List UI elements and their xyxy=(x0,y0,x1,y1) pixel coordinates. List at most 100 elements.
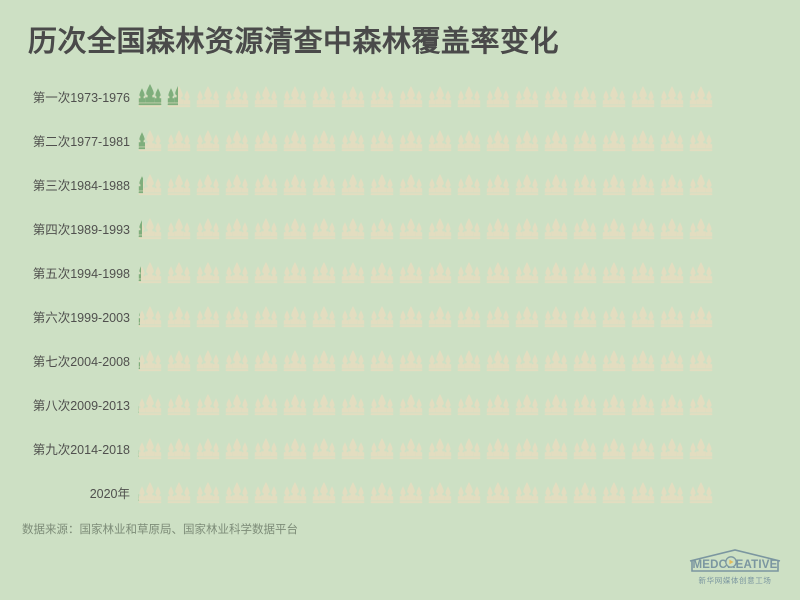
tree-icon xyxy=(660,261,684,287)
tree-icon xyxy=(196,85,220,111)
tree-icon xyxy=(138,437,162,463)
tree-icon xyxy=(167,173,191,199)
tree-icon xyxy=(573,173,597,199)
tree-icon xyxy=(254,261,278,287)
tree-icon xyxy=(631,173,655,199)
filled-overlay xyxy=(138,171,143,197)
tree-icon xyxy=(515,481,539,507)
tree-icon xyxy=(312,173,336,199)
pictogram-row: 2020年 xyxy=(0,472,800,516)
logo-wordmark-icon: MEDCREATIVE xyxy=(689,549,781,572)
tree-icon xyxy=(486,481,510,507)
tree-icon xyxy=(428,85,452,111)
icon-track xyxy=(138,127,718,157)
tree-icon xyxy=(399,437,423,463)
tree-icon xyxy=(399,85,423,111)
pictogram-chart: 第一次1973-1976 第二次1977-1981 第三次1984-1988 第四次1… xyxy=(0,76,800,516)
tree-icon xyxy=(283,173,307,199)
tree-icon xyxy=(283,129,307,155)
tree-icon xyxy=(312,261,336,287)
tree-icon xyxy=(341,393,365,419)
tree-icon xyxy=(196,129,220,155)
tree-icon xyxy=(515,393,539,419)
row-label: 第六次1999-2003 xyxy=(32,310,130,325)
tree-icon xyxy=(225,173,249,199)
tree-icon xyxy=(283,393,307,419)
icon-track xyxy=(138,171,718,201)
tree-icon xyxy=(370,349,394,375)
tree-icon xyxy=(312,437,336,463)
tree-icon xyxy=(428,393,452,419)
tree-icon xyxy=(544,173,568,199)
tree-icon xyxy=(515,305,539,331)
tree-icon xyxy=(573,129,597,155)
tree-icon xyxy=(660,217,684,243)
tree-icon xyxy=(457,349,481,375)
tree-icon xyxy=(544,129,568,155)
tree-icon xyxy=(370,129,394,155)
tree-icon xyxy=(399,481,423,507)
tree-icon xyxy=(544,349,568,375)
tree-icon xyxy=(138,393,162,419)
row-label: 第二次1977-1981 xyxy=(32,134,130,149)
pictogram-row: 第二次1977-1981 xyxy=(0,120,800,164)
tree-icon xyxy=(544,437,568,463)
tree-icon xyxy=(515,349,539,375)
tree-icon xyxy=(457,305,481,331)
icon-track xyxy=(138,303,718,333)
tree-icon xyxy=(196,305,220,331)
filled-overlay xyxy=(138,347,140,373)
tree-icon xyxy=(399,217,423,243)
row-label: 2020年 xyxy=(89,486,130,501)
row-label: 第三次1984-1988 xyxy=(32,178,130,193)
row-label: 第七次2004-2008 xyxy=(32,354,130,369)
tree-icon xyxy=(602,85,626,111)
tree-icon xyxy=(312,85,336,111)
tree-icon xyxy=(631,261,655,287)
icon-track xyxy=(138,435,718,465)
tree-icon xyxy=(254,393,278,419)
tree-icon xyxy=(341,217,365,243)
tree-icon xyxy=(341,437,365,463)
tree-icon xyxy=(167,305,191,331)
pictogram-row: 第三次1984-1988 xyxy=(0,164,800,208)
filled-overlay xyxy=(138,215,142,241)
tree-icon xyxy=(138,305,162,331)
tree-icon xyxy=(196,261,220,287)
tree-icon xyxy=(631,349,655,375)
tree-icon xyxy=(515,85,539,111)
tree-icon xyxy=(544,481,568,507)
tree-icon xyxy=(225,349,249,375)
tree-icon xyxy=(399,173,423,199)
tree-icon xyxy=(602,393,626,419)
row-label: 第一次1973-1976 xyxy=(32,90,130,105)
tree-icon xyxy=(660,129,684,155)
tree-icon xyxy=(428,261,452,287)
tree-icon xyxy=(428,129,452,155)
tree-icon xyxy=(573,305,597,331)
tree-icon xyxy=(225,217,249,243)
tree-icon xyxy=(225,437,249,463)
tree-icon xyxy=(660,305,684,331)
tree-icon xyxy=(283,261,307,287)
tree-icon xyxy=(341,261,365,287)
tree-icon xyxy=(660,481,684,507)
tree-icon xyxy=(254,173,278,199)
pictogram-row: 第四次1989-1993 xyxy=(0,208,800,252)
tree-icon xyxy=(167,481,191,507)
tree-icon xyxy=(457,173,481,199)
tree-icon xyxy=(689,349,713,375)
tree-icon xyxy=(341,305,365,331)
filled-overlay xyxy=(138,303,141,329)
row-label: 第九次2014-2018 xyxy=(32,442,130,457)
tree-icon xyxy=(428,437,452,463)
tree-icon xyxy=(573,349,597,375)
tree-icon xyxy=(428,173,452,199)
tree-icon xyxy=(341,349,365,375)
brand-logo: MEDCREATIVE 新华网媒体创意工场 xyxy=(686,548,784,586)
tree-icon xyxy=(689,305,713,331)
pictogram-row: 第一次1973-1976 xyxy=(0,76,800,120)
tree-icon xyxy=(457,217,481,243)
filled-overlay xyxy=(138,435,140,461)
tree-icon xyxy=(631,437,655,463)
